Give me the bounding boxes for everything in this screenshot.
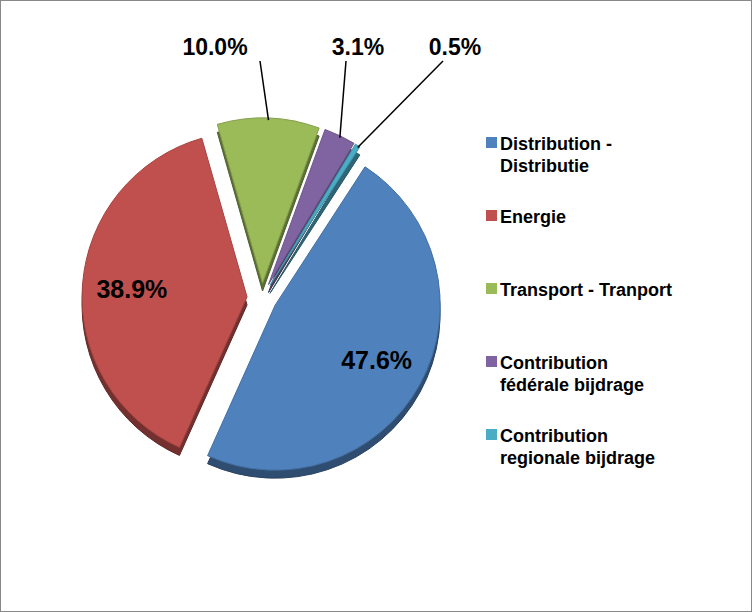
legend-line: Distribution - [500, 134, 612, 154]
legend-line: Contribution [500, 353, 608, 373]
chart-container: 47.6% 38.9% 10.0% 3.1% 0.5% Distribution -Dis… [0, 0, 752, 612]
legend-swatch [486, 283, 497, 294]
leader-line [358, 61, 443, 148]
data-label: 38.9% [96, 275, 167, 303]
legend-swatch [486, 137, 497, 148]
data-labels: 47.6% 38.9% 10.0% 3.1% 0.5% [96, 34, 481, 374]
data-label: 10.0% [182, 34, 247, 60]
legend-label: Contributionfédérale bijdrage [500, 353, 644, 395]
data-label: 0.5% [429, 34, 481, 60]
leader-line [260, 61, 269, 120]
data-label: 47.6% [341, 346, 412, 374]
legend-swatch [486, 356, 497, 367]
legend-line: Contribution [500, 426, 608, 446]
data-label: 3.1% [332, 34, 384, 60]
chart-svg: 47.6% 38.9% 10.0% 3.1% 0.5% Distribution -Dis… [0, 0, 752, 612]
legend-line: Energie [500, 207, 566, 227]
legend-line: Distributie [500, 156, 589, 176]
legend-line: fédérale bijdrage [500, 375, 644, 395]
legend-label: Distribution -Distributie [500, 134, 612, 176]
legend-label: Energie [500, 207, 566, 227]
chart-frame [1, 1, 752, 612]
legend-swatch [486, 210, 497, 221]
legend-line: regionale bijdrage [500, 448, 655, 468]
legend-label: Transport - Tranport [500, 280, 672, 300]
pie-slices [82, 118, 440, 470]
leader-line [340, 61, 346, 138]
pie-slice [270, 144, 360, 285]
pie-slice [268, 129, 353, 284]
legend-label: Contributionregionale bijdrage [500, 426, 655, 468]
legend: Distribution -Distributie Energie Transpor… [486, 134, 672, 468]
pie-slice [82, 138, 247, 447]
legend-line: Transport - Tranport [500, 280, 672, 300]
legend-swatch [486, 429, 497, 440]
